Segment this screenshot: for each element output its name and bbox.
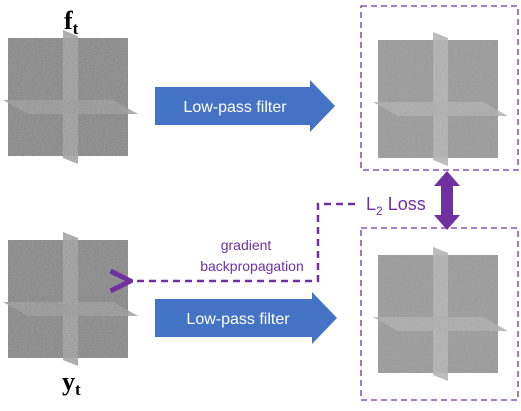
volume-f [3,30,138,164]
filter-label: Low-pass filter [183,99,287,116]
grad-label: backpropagation [200,258,304,274]
volume-y [3,232,138,366]
filter-arrow-top: Low-pass filter [155,80,335,132]
volume-y-filtered [373,247,508,381]
label-y: yt [62,367,81,399]
label-f: ft [64,6,79,38]
volume-f-filtered [373,32,508,166]
diagram: ft yt Low-pass filter Low-pass filter L2… [0,0,521,411]
loss-arrow [434,171,460,230]
filter-label: Low-pass filter [186,311,290,328]
grad-label: gradient [221,237,272,253]
filter-arrow-bottom: Low-pass filter [155,292,337,344]
